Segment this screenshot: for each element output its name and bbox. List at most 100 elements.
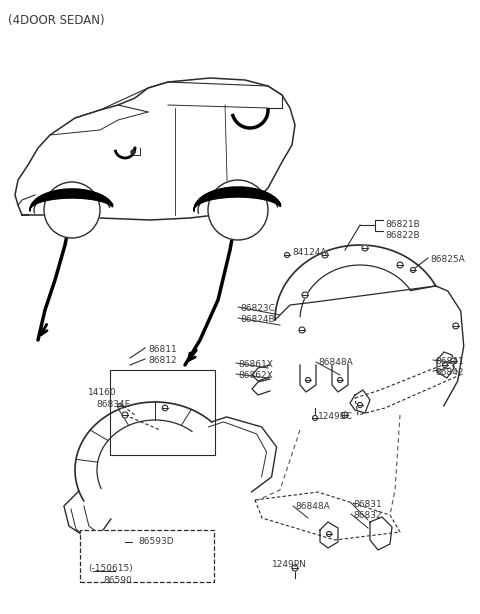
Circle shape (292, 565, 298, 571)
Polygon shape (256, 189, 258, 198)
Polygon shape (278, 200, 279, 205)
Polygon shape (82, 190, 84, 198)
Polygon shape (205, 194, 207, 201)
Text: 86821B: 86821B (385, 220, 420, 229)
Polygon shape (199, 198, 200, 204)
Polygon shape (31, 204, 32, 207)
Circle shape (342, 412, 348, 418)
Polygon shape (103, 196, 105, 203)
Text: 86832: 86832 (353, 511, 382, 520)
Polygon shape (108, 199, 109, 204)
Polygon shape (67, 189, 69, 198)
Polygon shape (111, 203, 112, 206)
Polygon shape (48, 192, 50, 200)
Polygon shape (267, 193, 269, 201)
Circle shape (84, 540, 90, 546)
Text: 1249BC: 1249BC (318, 412, 353, 421)
Polygon shape (265, 192, 267, 200)
Polygon shape (279, 201, 280, 206)
Circle shape (118, 403, 122, 408)
Polygon shape (44, 193, 46, 201)
Polygon shape (198, 200, 199, 204)
Polygon shape (217, 189, 220, 198)
Polygon shape (64, 189, 67, 198)
Circle shape (305, 378, 311, 383)
Polygon shape (211, 191, 213, 200)
Polygon shape (230, 187, 232, 197)
Polygon shape (209, 192, 211, 200)
Polygon shape (37, 197, 39, 203)
Circle shape (358, 403, 362, 408)
Text: 14160: 14160 (88, 388, 117, 397)
Circle shape (93, 567, 99, 575)
Polygon shape (107, 198, 108, 204)
Polygon shape (240, 187, 243, 197)
Bar (110, 370, 215, 455)
Polygon shape (39, 196, 40, 203)
Polygon shape (232, 187, 235, 197)
Polygon shape (271, 195, 273, 202)
Polygon shape (33, 201, 34, 206)
Text: 86823C: 86823C (240, 304, 275, 313)
Polygon shape (59, 190, 62, 198)
Polygon shape (251, 188, 253, 198)
Polygon shape (276, 198, 277, 204)
Circle shape (131, 150, 135, 154)
Polygon shape (238, 187, 240, 197)
Polygon shape (215, 190, 217, 199)
Circle shape (162, 405, 168, 411)
Polygon shape (42, 195, 44, 201)
Circle shape (44, 182, 100, 238)
Polygon shape (261, 190, 263, 200)
Text: 86824B: 86824B (240, 315, 275, 324)
Polygon shape (203, 195, 205, 202)
Polygon shape (36, 198, 37, 204)
Polygon shape (112, 204, 113, 207)
Circle shape (299, 327, 305, 333)
Text: 86812: 86812 (148, 356, 177, 365)
Polygon shape (253, 188, 256, 198)
Circle shape (302, 292, 308, 298)
Circle shape (285, 252, 289, 257)
Polygon shape (35, 199, 36, 204)
Polygon shape (280, 203, 281, 207)
Polygon shape (79, 189, 82, 198)
Polygon shape (225, 188, 227, 198)
Text: 86841: 86841 (435, 357, 464, 366)
Polygon shape (52, 191, 55, 200)
Polygon shape (195, 203, 196, 207)
Text: 84124A: 84124A (292, 248, 326, 257)
Text: 86822B: 86822B (385, 231, 420, 240)
Circle shape (208, 180, 268, 240)
Polygon shape (97, 193, 99, 201)
Polygon shape (207, 193, 209, 201)
Polygon shape (50, 192, 52, 200)
Text: 86825A: 86825A (430, 255, 465, 264)
Polygon shape (96, 193, 97, 201)
Polygon shape (213, 190, 215, 200)
Polygon shape (263, 191, 265, 200)
Polygon shape (55, 190, 57, 199)
Text: 1249PN: 1249PN (272, 560, 307, 569)
Text: 86862X: 86862X (238, 371, 273, 380)
Polygon shape (32, 203, 33, 206)
Polygon shape (86, 190, 89, 199)
Polygon shape (222, 188, 225, 198)
Polygon shape (74, 189, 77, 198)
Polygon shape (220, 188, 222, 198)
Polygon shape (196, 202, 197, 206)
Polygon shape (109, 200, 110, 205)
Circle shape (443, 362, 447, 368)
Polygon shape (84, 190, 86, 199)
Text: 86848A: 86848A (318, 358, 353, 367)
Polygon shape (110, 201, 111, 206)
Polygon shape (197, 201, 198, 206)
Polygon shape (94, 192, 96, 200)
Text: (-150615): (-150615) (88, 564, 133, 573)
Polygon shape (72, 189, 74, 198)
Polygon shape (57, 190, 59, 199)
Polygon shape (91, 192, 94, 200)
Polygon shape (99, 194, 101, 201)
Polygon shape (269, 193, 271, 201)
Text: 86848A: 86848A (295, 502, 330, 511)
